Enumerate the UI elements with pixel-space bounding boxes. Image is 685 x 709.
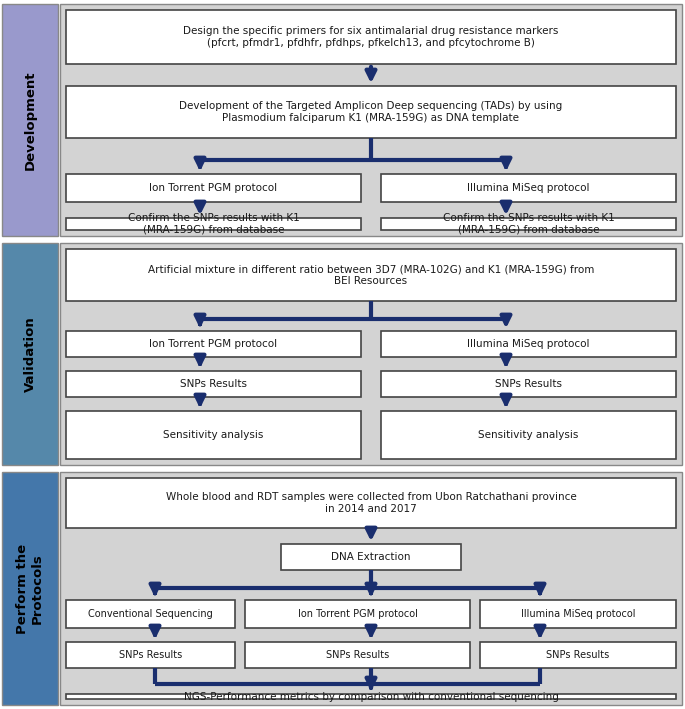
Bar xyxy=(66,642,235,668)
Bar xyxy=(381,331,676,357)
Bar xyxy=(2,243,58,465)
Bar xyxy=(66,331,361,357)
Text: SNPs Results: SNPs Results xyxy=(495,379,562,389)
Text: Validation: Validation xyxy=(23,316,36,392)
Bar xyxy=(66,411,361,459)
Bar xyxy=(66,694,676,699)
Text: Ion Torrent PGM protocol: Ion Torrent PGM protocol xyxy=(149,183,277,193)
Bar xyxy=(60,472,682,705)
Bar xyxy=(480,642,676,668)
Text: SNPs Results: SNPs Results xyxy=(547,650,610,660)
Text: Sensitivity analysis: Sensitivity analysis xyxy=(163,430,264,440)
Bar xyxy=(381,411,676,459)
Text: NGS-Performance metrics by comparison with conventional sequencing: NGS-Performance metrics by comparison wi… xyxy=(184,691,558,701)
Bar xyxy=(66,600,235,628)
Text: DNA Extraction: DNA Extraction xyxy=(332,552,411,562)
Bar xyxy=(381,218,676,230)
Text: Confirm the SNPs results with K1
(MRA-159G) from database: Confirm the SNPs results with K1 (MRA-15… xyxy=(443,213,614,235)
Text: Ion Torrent PGM protocol: Ion Torrent PGM protocol xyxy=(297,609,417,619)
Bar xyxy=(245,642,470,668)
Bar xyxy=(66,371,361,397)
Text: Illumina MiSeq protocol: Illumina MiSeq protocol xyxy=(521,609,635,619)
Bar xyxy=(381,174,676,202)
Bar xyxy=(480,600,676,628)
Text: SNPs Results: SNPs Results xyxy=(119,650,182,660)
Bar xyxy=(245,600,470,628)
Text: Illumina MiSeq protocol: Illumina MiSeq protocol xyxy=(467,339,590,349)
Bar xyxy=(2,472,58,705)
Bar xyxy=(66,86,676,138)
Text: Artificial mixture in different ratio between 3D7 (MRA-102G) and K1 (MRA-159G) f: Artificial mixture in different ratio be… xyxy=(148,264,594,286)
Bar xyxy=(66,218,361,230)
Bar xyxy=(66,478,676,528)
Bar xyxy=(381,371,676,397)
Text: Perform the
Protocols: Perform the Protocols xyxy=(16,543,44,634)
Bar xyxy=(66,249,676,301)
Text: Confirm the SNPs results with K1
(MRA-159G) from database: Confirm the SNPs results with K1 (MRA-15… xyxy=(127,213,299,235)
Bar xyxy=(60,4,682,236)
Bar xyxy=(66,174,361,202)
Text: Ion Torrent PGM protocol: Ion Torrent PGM protocol xyxy=(149,339,277,349)
Text: SNPs Results: SNPs Results xyxy=(326,650,389,660)
Text: Illumina MiSeq protocol: Illumina MiSeq protocol xyxy=(467,183,590,193)
Bar xyxy=(281,544,461,570)
Text: Development of the Targeted Amplicon Deep sequencing (TADs) by using
Plasmodium : Development of the Targeted Amplicon Dee… xyxy=(179,101,562,123)
Text: SNPs Results: SNPs Results xyxy=(180,379,247,389)
Text: Design the specific primers for six antimalarial drug resistance markers
(pfcrt,: Design the specific primers for six anti… xyxy=(184,26,559,48)
Bar xyxy=(66,10,676,64)
Text: Conventional Sequencing: Conventional Sequencing xyxy=(88,609,213,619)
Text: Development: Development xyxy=(23,70,36,169)
Bar xyxy=(2,4,58,236)
Bar xyxy=(60,243,682,465)
Text: Whole blood and RDT samples were collected from Ubon Ratchathani province
in 201: Whole blood and RDT samples were collect… xyxy=(166,492,576,514)
Text: Sensitivity analysis: Sensitivity analysis xyxy=(478,430,579,440)
